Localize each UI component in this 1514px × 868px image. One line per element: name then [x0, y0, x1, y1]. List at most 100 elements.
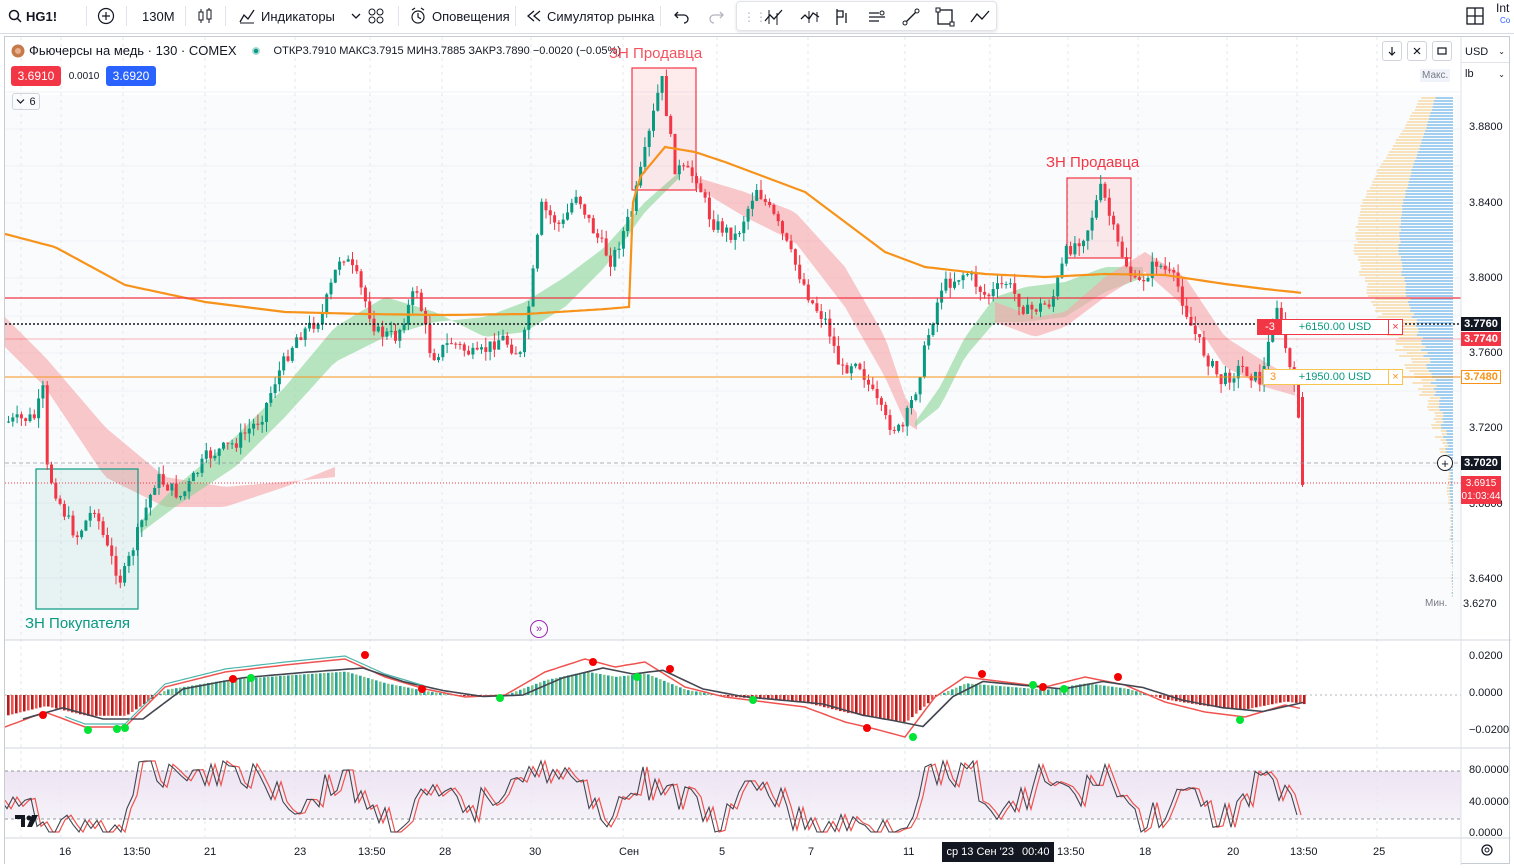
volume-profile-bar — [1417, 319, 1453, 321]
volume-profile-bar — [1448, 475, 1450, 477]
compare-button[interactable] — [97, 0, 115, 32]
candle-body — [1215, 361, 1218, 374]
volume-profile-bar — [1451, 592, 1452, 594]
candle-body — [368, 301, 371, 318]
macd-histogram-bar — [1139, 692, 1142, 695]
volume-profile-bar — [1409, 304, 1453, 306]
price-range-tool[interactable] — [832, 1, 850, 33]
templates-button[interactable] — [367, 0, 385, 32]
candle-body — [256, 424, 259, 425]
volume-profile-bar — [1395, 349, 1421, 351]
sell-zone-label-1[interactable]: ЗН Продавца — [609, 45, 702, 62]
chart-settings-gear-icon[interactable] — [1480, 843, 1494, 862]
volume-profile-bar — [1407, 121, 1428, 123]
candle-body — [932, 324, 935, 335]
candle-body — [1116, 224, 1119, 241]
long-position-tool[interactable] — [763, 1, 785, 33]
chart-type-button[interactable] — [196, 0, 214, 32]
macd-histogram-bar — [1091, 684, 1094, 695]
interval-button[interactable]: 130М — [142, 0, 175, 32]
candle-body — [837, 346, 840, 365]
volume-profile-bar — [1408, 184, 1453, 186]
add-alert-plus-icon[interactable]: + — [1437, 455, 1453, 471]
candle-body — [1018, 294, 1021, 307]
sell-button[interactable]: 3.6910 — [11, 66, 61, 86]
volume-profile-bar — [1358, 256, 1401, 258]
volume-profile-bar — [1359, 271, 1401, 273]
volume-profile-bar — [1395, 142, 1421, 144]
volume-profile-bar — [1450, 496, 1453, 498]
unit-select[interactable]: lb ⌄ — [1461, 63, 1509, 85]
macd-histogram-bar — [587, 672, 590, 695]
volume-profile-bar — [1368, 283, 1406, 285]
replay-button[interactable]: Симулятор рынка — [526, 0, 654, 32]
time-axis-tick: 7 — [808, 846, 814, 858]
volume-profile-bar — [1409, 118, 1429, 120]
symbol-search-button[interactable]: HG1! — [8, 0, 57, 32]
buy-zone-label[interactable]: ЗН Покупателя — [25, 615, 130, 632]
time-axis-tick: 30 — [529, 846, 541, 858]
tradingview-logo-icon[interactable] — [15, 813, 43, 834]
candle-body — [218, 449, 221, 456]
macd-histogram-bar — [699, 692, 702, 695]
anchored-vwap-tool[interactable] — [867, 1, 887, 33]
candle-body — [609, 256, 612, 267]
position-close-icon[interactable]: × — [1388, 370, 1402, 384]
buy-button[interactable]: 3.6920 — [106, 66, 156, 86]
candle-body — [1211, 361, 1214, 366]
candle-body — [876, 389, 879, 398]
price-axis-tick: 3.8400 — [1469, 197, 1503, 209]
volume-profile-bar — [1416, 106, 1433, 108]
position-short[interactable]: -3 +6150.00 USD × — [1257, 319, 1403, 335]
volume-profile-bar — [1421, 349, 1453, 351]
macd-histogram-bar — [1127, 689, 1130, 695]
macd-histogram-bar — [35, 695, 38, 708]
candle-body — [1022, 307, 1025, 314]
currency-select[interactable]: USD ⌄ — [1461, 41, 1509, 63]
candle-body — [493, 341, 496, 349]
alerts-button[interactable]: Оповещения — [409, 0, 510, 32]
candle-body — [1168, 270, 1171, 271]
market-status-icon — [251, 46, 261, 56]
macd-histogram-bar — [687, 690, 690, 695]
undo-button[interactable] — [673, 0, 691, 32]
sell-zone-label-2[interactable]: ЗН Продавца — [1046, 154, 1139, 171]
macd-histogram-bar — [599, 674, 602, 695]
collapse-button[interactable] — [1407, 41, 1427, 61]
volume-profile-bar — [1451, 538, 1453, 540]
short-position-tool[interactable] — [799, 1, 821, 33]
trend-line-tool[interactable] — [901, 1, 921, 33]
position-long[interactable]: 3 +1950.00 USD × — [1263, 369, 1403, 385]
macd-histogram-bar — [1115, 687, 1118, 695]
candle-body — [385, 331, 388, 336]
chart-container[interactable]: Фьючерсы на медь · 130 · COMEX ОТКР3.791… — [4, 36, 1510, 864]
macd-histogram-bar — [411, 688, 414, 695]
candle-body — [768, 202, 771, 205]
indicators-button[interactable]: Индикаторы — [238, 0, 361, 32]
path-tool[interactable] — [969, 1, 991, 33]
volume-profile-bar — [1405, 280, 1453, 282]
redo-button[interactable] — [707, 0, 725, 32]
candle-body — [20, 414, 23, 418]
volume-profile-bar — [1401, 223, 1453, 225]
go-to-realtime-icon[interactable]: » — [530, 620, 548, 638]
candle-body — [1043, 303, 1046, 304]
macd-histogram-bar — [883, 695, 886, 718]
candle-body — [437, 357, 440, 360]
scroll-down-button[interactable] — [1382, 41, 1402, 61]
last-price: 3.6915 — [1461, 477, 1501, 490]
rectangle-tool[interactable] — [935, 1, 955, 33]
chart-canvas[interactable] — [5, 37, 1511, 865]
volume-profile-bar — [1442, 418, 1453, 420]
candle-body — [441, 345, 444, 357]
chart-legend-title[interactable]: Фьючерсы на медь · 130 · COMEX ОТКР3.791… — [11, 43, 621, 58]
maximize-button[interactable] — [1432, 41, 1452, 61]
macd-histogram-bar — [103, 695, 106, 716]
position-close-icon[interactable]: × — [1388, 320, 1402, 334]
indicators-collapse-button[interactable]: 6 — [12, 93, 40, 110]
volume-profile-bar — [1440, 409, 1453, 411]
volume-profile-bar — [1415, 109, 1432, 111]
layout-button[interactable] — [1466, 0, 1484, 32]
volume-profile-bar — [1402, 274, 1453, 276]
candle-body — [119, 576, 122, 583]
